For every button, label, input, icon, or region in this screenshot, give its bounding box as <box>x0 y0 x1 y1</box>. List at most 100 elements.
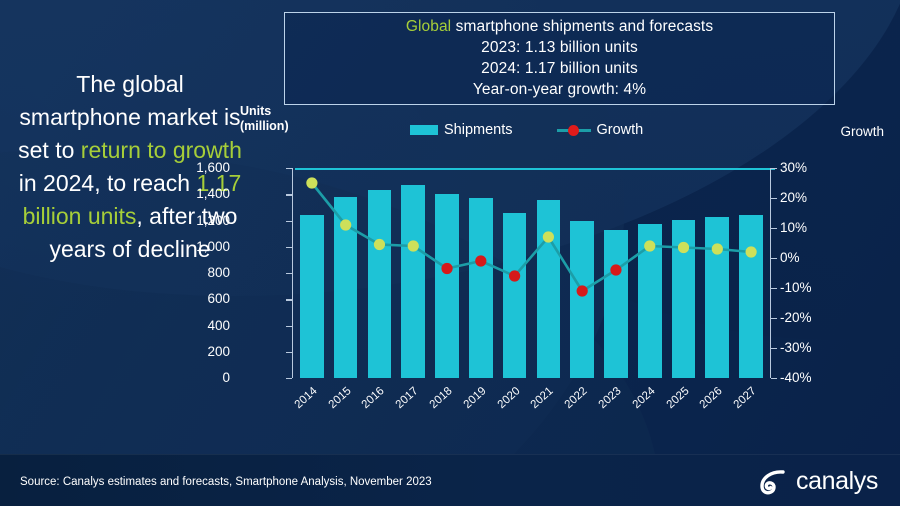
bar-2014 <box>300 214 324 378</box>
narrative-part-2: in 2024, to reach <box>18 170 197 196</box>
left-tick <box>286 273 292 275</box>
right-tick-label: 30% <box>780 160 808 175</box>
left-tick-label: 600 <box>207 291 230 307</box>
growth-marker-2020 <box>509 270 521 282</box>
chart-legend: Shipments Growth <box>410 120 740 140</box>
x-label-2015: 2015 <box>326 385 354 412</box>
right-tick-label: 10% <box>780 220 808 235</box>
growth-marker-2015 <box>340 219 352 231</box>
right-tick <box>771 198 777 200</box>
right-tick <box>771 168 777 170</box>
bar-2027 <box>739 214 763 378</box>
legend-line-marker-icon <box>556 125 591 136</box>
growth-marker-2014 <box>306 177 318 189</box>
x-label-2017: 2017 <box>393 385 421 412</box>
brand-lockup: canalys <box>759 466 878 496</box>
left-axis-line <box>292 168 294 378</box>
growth-marker-2019 <box>475 255 487 267</box>
left-tick <box>286 220 292 222</box>
narrative-accent-1: return to growth <box>80 137 242 163</box>
growth-marker-2023 <box>610 264 622 276</box>
headline-line-4: Year-on-year growth: 4% <box>472 81 647 98</box>
left-tick-label: 400 <box>207 317 230 333</box>
bar-2019 <box>468 197 493 378</box>
y2-axis-title: Growth <box>840 124 884 139</box>
right-tick-label: 0% <box>780 250 800 265</box>
headline-line-2: 2023: 1.13 billion units <box>481 39 638 56</box>
left-tick <box>286 168 292 170</box>
left-tick <box>286 325 292 327</box>
growth-marker-2024 <box>644 240 656 252</box>
growth-marker-2026 <box>711 243 723 255</box>
line-series-growth <box>306 177 757 297</box>
x-label-2026: 2026 <box>697 385 725 412</box>
narrative-text: The global smartphone market is set to r… <box>14 68 246 266</box>
right-tick <box>771 288 777 290</box>
right-tick-label: -10% <box>780 280 812 295</box>
x-label-2019: 2019 <box>461 385 489 412</box>
headline-panel: Global smartphone shipments and forecast… <box>284 12 835 105</box>
x-label-2018: 2018 <box>427 385 455 412</box>
bar-2015 <box>333 196 358 378</box>
right-tick-label: -30% <box>780 340 812 355</box>
right-tick <box>771 228 777 230</box>
left-tick-label: 1,600 <box>196 160 230 175</box>
legend-item-growth: Growth <box>556 122 644 138</box>
chart-area: Units (million) Growth Shipments Growth … <box>196 100 892 411</box>
right-axis-line <box>769 168 771 378</box>
right-tick-label: -20% <box>780 310 812 325</box>
growth-marker-2021 <box>542 231 554 243</box>
headline-line-1-rest: smartphone shipments and forecasts <box>451 18 714 35</box>
right-tick <box>771 378 777 380</box>
right-tick-label: 20% <box>780 190 808 205</box>
canalys-logo-icon <box>760 470 785 495</box>
x-label-2014: 2014 <box>292 385 320 412</box>
brand-name: canalys <box>796 466 878 495</box>
legend-swatch-icon <box>410 125 438 135</box>
bar-2016 <box>367 190 392 378</box>
left-tick <box>286 246 292 249</box>
left-tick-label: 1,400 <box>196 186 230 202</box>
x-label-2016: 2016 <box>360 385 388 412</box>
x-label-2020: 2020 <box>495 385 523 412</box>
right-tick-label: -40% <box>780 370 812 385</box>
growth-line-path <box>310 182 752 293</box>
headline-line-1: Global smartphone shipments and forecast… <box>406 17 713 37</box>
footer-bar: Source: Canalys estimates and forecasts,… <box>0 454 900 506</box>
right-tick <box>771 318 777 320</box>
left-tick <box>286 351 292 354</box>
x-label-2021: 2021 <box>528 385 557 412</box>
legend-label-growth: Growth <box>596 122 644 138</box>
plot-region: 0 200 400 600 800 1,000 1,200 1,400 1,600 -40% -3… <box>196 161 811 411</box>
x-label-2024: 2024 <box>630 385 658 412</box>
left-tick-label: 0 <box>222 370 230 385</box>
headline-accent-word: Global <box>405 18 452 35</box>
legend-label-shipments: Shipments <box>444 122 513 138</box>
narrative-part-3: , after two years of decline <box>49 203 238 262</box>
growth-marker-2018 <box>441 262 453 275</box>
growth-marker-2025 <box>677 241 690 254</box>
source-note: Source: Canalys estimates and forecasts,… <box>20 476 432 488</box>
left-tick <box>286 299 292 301</box>
left-tick-label: 200 <box>207 343 230 359</box>
headline-line-3: 2024: 1.17 billion units <box>481 60 638 77</box>
left-tick <box>286 194 292 196</box>
left-tick-label: 800 <box>207 265 230 280</box>
bar-2022 <box>570 221 594 378</box>
y-axis-title-line-1: Units <box>240 104 272 118</box>
x-label-2025: 2025 <box>664 385 692 412</box>
bar-2018 <box>435 193 459 378</box>
left-tick <box>286 378 292 380</box>
growth-marker-2027 <box>745 246 757 258</box>
growth-marker-2016 <box>373 238 386 251</box>
y-axis-title-line-2: (million) <box>240 119 289 133</box>
y-axis-title: Units (million) <box>240 104 289 134</box>
legend-item-shipments: Shipments <box>410 122 513 138</box>
bar-2026 <box>705 217 730 378</box>
narrative-accent-2: 1.17 billion units <box>22 170 242 229</box>
x-axis-line <box>295 168 775 170</box>
left-tick-label: 1,200 <box>196 212 230 228</box>
bar-2020 <box>502 212 527 378</box>
x-label-2023: 2023 <box>596 385 624 412</box>
